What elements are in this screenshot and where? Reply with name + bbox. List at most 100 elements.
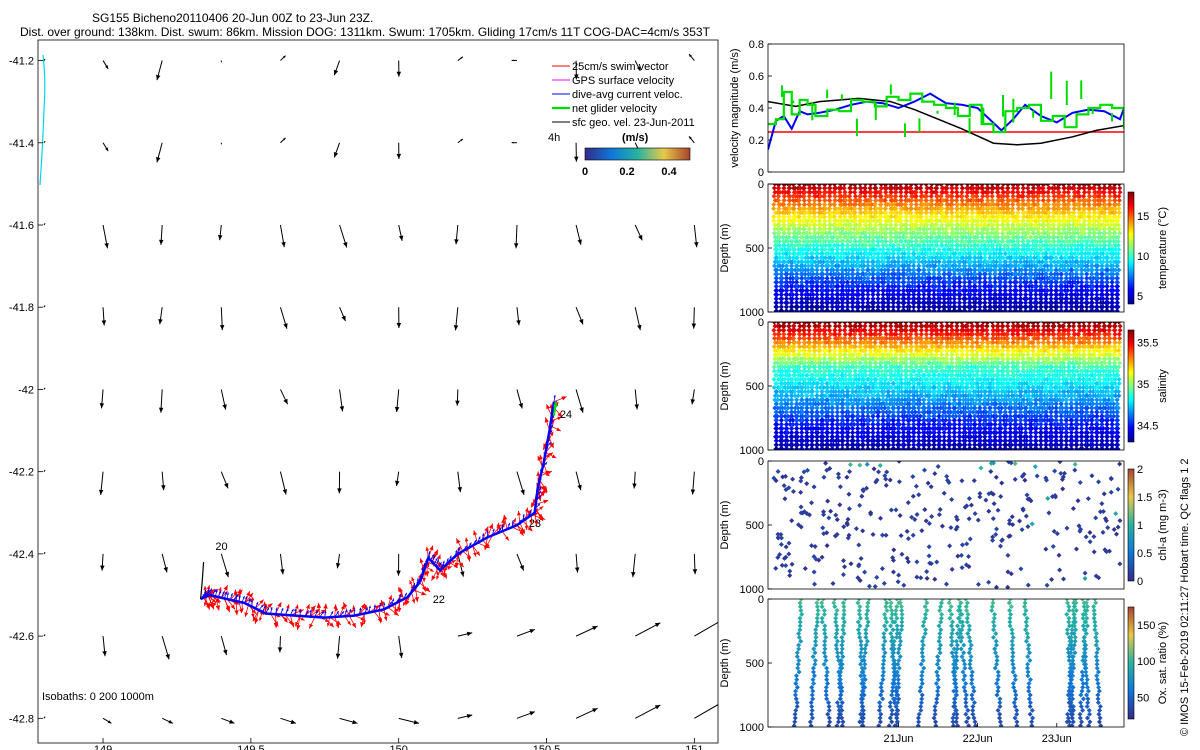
geo-vector	[337, 471, 342, 494]
swim-vector	[485, 535, 493, 549]
swim-vector	[545, 452, 557, 459]
legend-colorbar-tick-label: 0.4	[661, 166, 677, 178]
geo-vector	[690, 389, 696, 405]
swim-vector	[251, 606, 255, 618]
oxygen-ylabel: Depth (m)	[719, 639, 731, 688]
temperature-ytick-label: 500	[746, 243, 764, 255]
swim-vector	[289, 615, 295, 628]
legend-colorbar-tick-label: 0.2	[619, 166, 634, 178]
geo-vector	[691, 307, 697, 329]
swim-vector	[553, 396, 567, 403]
swim-vector	[383, 609, 388, 621]
geo-vector	[280, 55, 286, 61]
swim-vector	[413, 589, 427, 596]
salinity-ytick-label: 1000	[740, 445, 764, 457]
geo-vector	[455, 389, 460, 406]
swim-vector	[226, 598, 236, 610]
geo-vector	[398, 636, 404, 659]
geo-vector	[575, 625, 598, 637]
figure-title-line-2: Dist. over ground: 138km. Dist. swum: 86…	[20, 25, 710, 39]
legend-colorbar	[584, 147, 691, 161]
map-ytick-label: -42.6	[9, 631, 34, 643]
salinity-ylabel: Depth (m)	[719, 362, 731, 411]
swim-vectors	[200, 396, 567, 631]
velocity-axes: 0 0.2 0.4 0.6 0.8	[749, 39, 772, 179]
swim-vector	[466, 548, 471, 562]
swim-vector	[398, 586, 404, 600]
geo-vector	[634, 622, 661, 637]
geo-vector	[102, 60, 109, 70]
oxygen-ytick-label: 0	[758, 594, 764, 606]
figure-title-line-1: SG155 Bicheno20110406 20-Jun 00Z to 23-J…	[92, 11, 374, 25]
map-axes-frame	[37, 39, 719, 744]
geo-vector	[516, 628, 536, 637]
geo-vector	[396, 142, 402, 159]
swim-vector	[308, 616, 316, 629]
geo-vector	[43, 387, 46, 390]
legend-colorbar-ticks: 0 0.2 0.4	[582, 166, 678, 178]
geo-vector	[279, 389, 289, 405]
map-xtick-label: 150	[390, 744, 408, 750]
geo-vector	[575, 389, 584, 413]
swim-vector	[244, 592, 254, 604]
geo-vector	[398, 224, 404, 241]
swim-vector	[414, 587, 420, 603]
map-plot-area: 20 22 23 24	[39, 53, 718, 725]
geo-vector	[575, 471, 582, 491]
geo-vector	[161, 635, 170, 660]
geo-vector	[101, 307, 107, 326]
swim-vector	[524, 518, 529, 530]
geo-vector	[634, 389, 639, 410]
geo-vector	[575, 307, 584, 325]
salinity-ytick-label: 0	[758, 317, 764, 329]
swim-vector	[358, 603, 365, 615]
geo-vector	[396, 553, 401, 576]
swim-vector	[411, 576, 416, 588]
velocity-panel: 0 0.2 0.4 0.6 0.8 velocity magnitude (m/s)	[729, 39, 1125, 179]
time-axis: 21Jun 22Jun 23Jun	[884, 723, 1072, 745]
geo-vector	[156, 142, 163, 163]
geo-vector	[457, 56, 464, 61]
geo-vector	[511, 59, 517, 62]
chla-ytick-label: 0	[758, 456, 764, 468]
swim-vector	[223, 598, 231, 613]
chla-colorbar-tick-label: 2	[1137, 464, 1143, 476]
chla-colorbar-tick-label: 0	[1137, 576, 1143, 588]
geo-vector	[159, 224, 164, 245]
swim-vector	[378, 610, 383, 624]
geo-vector	[516, 307, 521, 326]
swim-vector	[275, 601, 282, 615]
chla-colorbar-tick-label: 0.5	[1137, 548, 1152, 560]
swim-vector	[261, 603, 273, 613]
swim-vector	[487, 523, 494, 538]
coastline	[39, 54, 46, 186]
swim-vector	[334, 616, 340, 629]
geo-vector	[339, 389, 345, 412]
track-day-label: 24	[560, 409, 572, 421]
map-ytick-label: -41.2	[9, 56, 34, 68]
geo-vector	[102, 142, 109, 152]
geo-vector	[457, 631, 473, 637]
glider-track	[200, 401, 556, 619]
geo-vector	[511, 141, 517, 144]
geo-vector	[279, 224, 286, 248]
geo-vector	[631, 553, 636, 578]
salinity-ytick-label: 500	[746, 381, 764, 393]
oxygen-colorbar-tick-label: 100	[1137, 656, 1155, 668]
geo-vector	[43, 305, 46, 308]
chla-colorbar	[1127, 468, 1135, 582]
geo-vector	[457, 713, 473, 719]
time-tick-label: 21Jun	[884, 733, 914, 745]
geo-vector	[99, 389, 105, 409]
swim-vector	[210, 596, 216, 606]
swim-vector	[349, 615, 357, 629]
swim-vector	[425, 565, 434, 573]
temperature-ylabel: Depth (m)	[719, 224, 731, 273]
swim-vector	[473, 530, 478, 544]
track-day-label: 20	[215, 541, 227, 553]
swim-vector	[309, 608, 315, 617]
chla-ylabel: Depth (m)	[719, 501, 731, 550]
swim-vector	[534, 505, 544, 514]
map-xtick-label: 149	[94, 744, 112, 750]
